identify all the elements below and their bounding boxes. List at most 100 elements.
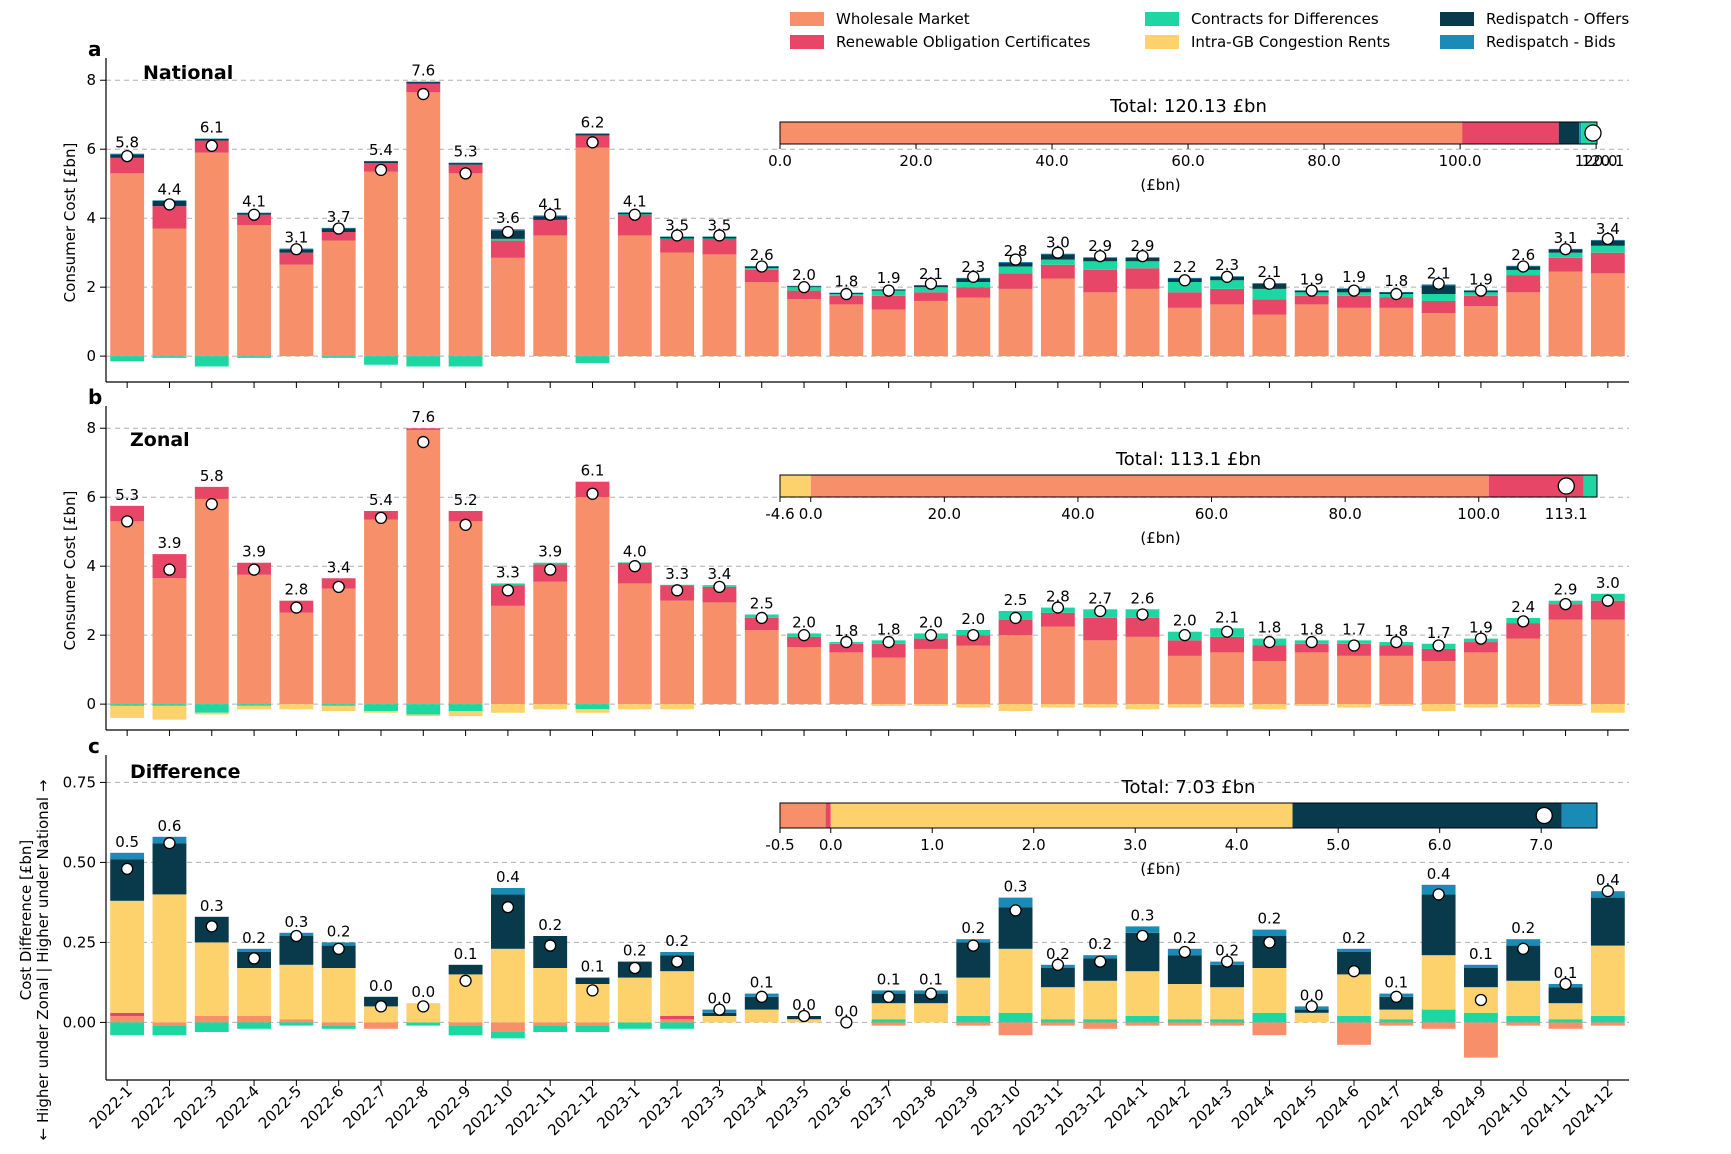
total-marker [713, 1003, 726, 1016]
bar-segment-wholesale [1167, 655, 1202, 705]
bar-segment-cfd [364, 704, 398, 712]
bar-segment-wholesale [194, 152, 229, 357]
bar-segment-wholesale [1421, 313, 1456, 357]
bar-segment-wholesale [364, 519, 398, 705]
total-label: 5.3 [115, 486, 139, 504]
bar-segment-roc [1421, 648, 1456, 662]
y-tick-label: 4 [86, 557, 96, 575]
inset-tick-label: 120.1 [1582, 152, 1625, 170]
month-label: 2022-2 [128, 1082, 178, 1132]
total-label: 1.7 [1342, 620, 1366, 638]
total-label: 0.1 [877, 970, 901, 988]
total-marker [501, 901, 515, 914]
bar-segment-congestion [914, 704, 948, 706]
bar-segment-cfd [279, 1022, 314, 1026]
bar-segment-congestion [321, 968, 356, 1023]
bar-segment-congestion [1548, 704, 1583, 706]
total-label: 2.6 [1511, 246, 1535, 264]
total-label: 0.2 [538, 916, 562, 934]
total-marker [374, 511, 388, 525]
bar-segment-congestion [1379, 704, 1414, 706]
total-marker [417, 87, 430, 101]
total-label: 0.2 [665, 932, 689, 950]
total-label: 1.7 [1427, 624, 1451, 642]
bar-segment-cfd [575, 704, 610, 710]
bar-segment-wholesale [406, 92, 441, 357]
bar-segment-cfd [871, 1019, 906, 1023]
bar-segment-congestion [1421, 955, 1456, 1010]
bar-segment-wholesale [1167, 1022, 1202, 1026]
panel-letter: a [88, 37, 102, 61]
bar-segment-roc [1548, 604, 1583, 620]
total-marker [501, 584, 515, 597]
inset-segment-bids [1579, 122, 1582, 144]
total-marker [374, 163, 388, 177]
total-marker [459, 518, 472, 531]
panel-letter: c [88, 734, 100, 758]
y-axis-label: Consumer Cost [£bn] [61, 491, 79, 651]
bar-segment-wholesale [787, 647, 821, 705]
total-marker [1305, 1000, 1318, 1013]
total-marker [586, 136, 599, 149]
bar-segment-congestion [956, 977, 991, 1016]
bar-segment-wholesale [871, 309, 906, 357]
bar-segment-roc [110, 157, 145, 174]
bar-segment-roc [448, 511, 483, 522]
bar-segment-wholesale [1210, 1022, 1245, 1026]
bar-segment-congestion [1337, 704, 1371, 708]
bar-segment-wholesale [1337, 307, 1371, 357]
total-label: 2.0 [792, 613, 816, 631]
bar-segment-offers [1379, 996, 1414, 1010]
bar-segment-bids [194, 138, 229, 140]
bar-segment-congestion [1548, 1003, 1583, 1020]
total-marker [459, 167, 472, 180]
total-label: 1.8 [1384, 622, 1408, 640]
total-label: 0.0 [1300, 986, 1324, 1004]
bar-segment-roc [1379, 645, 1414, 656]
bar-segment-congestion [1210, 987, 1245, 1020]
total-marker [840, 1016, 853, 1029]
bar-segment-congestion [364, 1006, 398, 1023]
total-marker [205, 920, 218, 933]
bar-segment-cfd [194, 1022, 229, 1032]
total-label: 3.7 [327, 208, 351, 226]
bar-segment-bids [1252, 929, 1287, 936]
month-label: 2023-7 [847, 1082, 897, 1132]
bar-segment-cfd [237, 704, 271, 706]
month-label: 2022-1 [86, 1082, 136, 1132]
bar-segment-cfd [406, 356, 441, 367]
inset-axis-label: (£bn) [1140, 176, 1180, 194]
total-label: 3.3 [496, 563, 520, 581]
total-marker [290, 601, 303, 614]
total-marker [332, 222, 345, 235]
total-label: 3.5 [665, 216, 689, 234]
month-label: 2024-1 [1101, 1082, 1151, 1132]
legend: Wholesale Market Renewable Obligation Cer… [790, 10, 1629, 51]
bar-segment-roc [533, 219, 568, 236]
total-marker [1051, 958, 1065, 971]
bar-segment-cfd [1464, 1012, 1498, 1023]
bar-segment-roc [660, 238, 695, 253]
total-marker [713, 580, 726, 594]
total-label: 0.3 [284, 913, 308, 931]
y-tick-label: 6 [86, 140, 96, 158]
total-label: 2.4 [1511, 598, 1535, 616]
total-label: 0.1 [1384, 974, 1408, 992]
bar-segment-congestion [1167, 704, 1202, 708]
total-label: 2.9 [1554, 581, 1578, 599]
total-marker [1094, 604, 1107, 618]
bar-segment-wholesale [1548, 1022, 1583, 1029]
bar-segment-wholesale [617, 583, 652, 705]
y-tick-label: 2 [86, 626, 96, 644]
bar-segment-cfd [1548, 1019, 1583, 1023]
bar-segment-wholesale [956, 297, 991, 357]
legend-swatch-cfd [1145, 12, 1179, 26]
bar-segment-roc [787, 290, 821, 300]
total-marker [121, 149, 134, 163]
bar-segment-wholesale [1252, 661, 1287, 705]
bar-segment-cfd [533, 1025, 568, 1032]
total-label: 2.6 [750, 246, 774, 264]
bar-segment-congestion [1083, 980, 1118, 1020]
month-label: 2024-5 [1270, 1082, 1320, 1132]
total-label: 1.8 [834, 273, 858, 291]
